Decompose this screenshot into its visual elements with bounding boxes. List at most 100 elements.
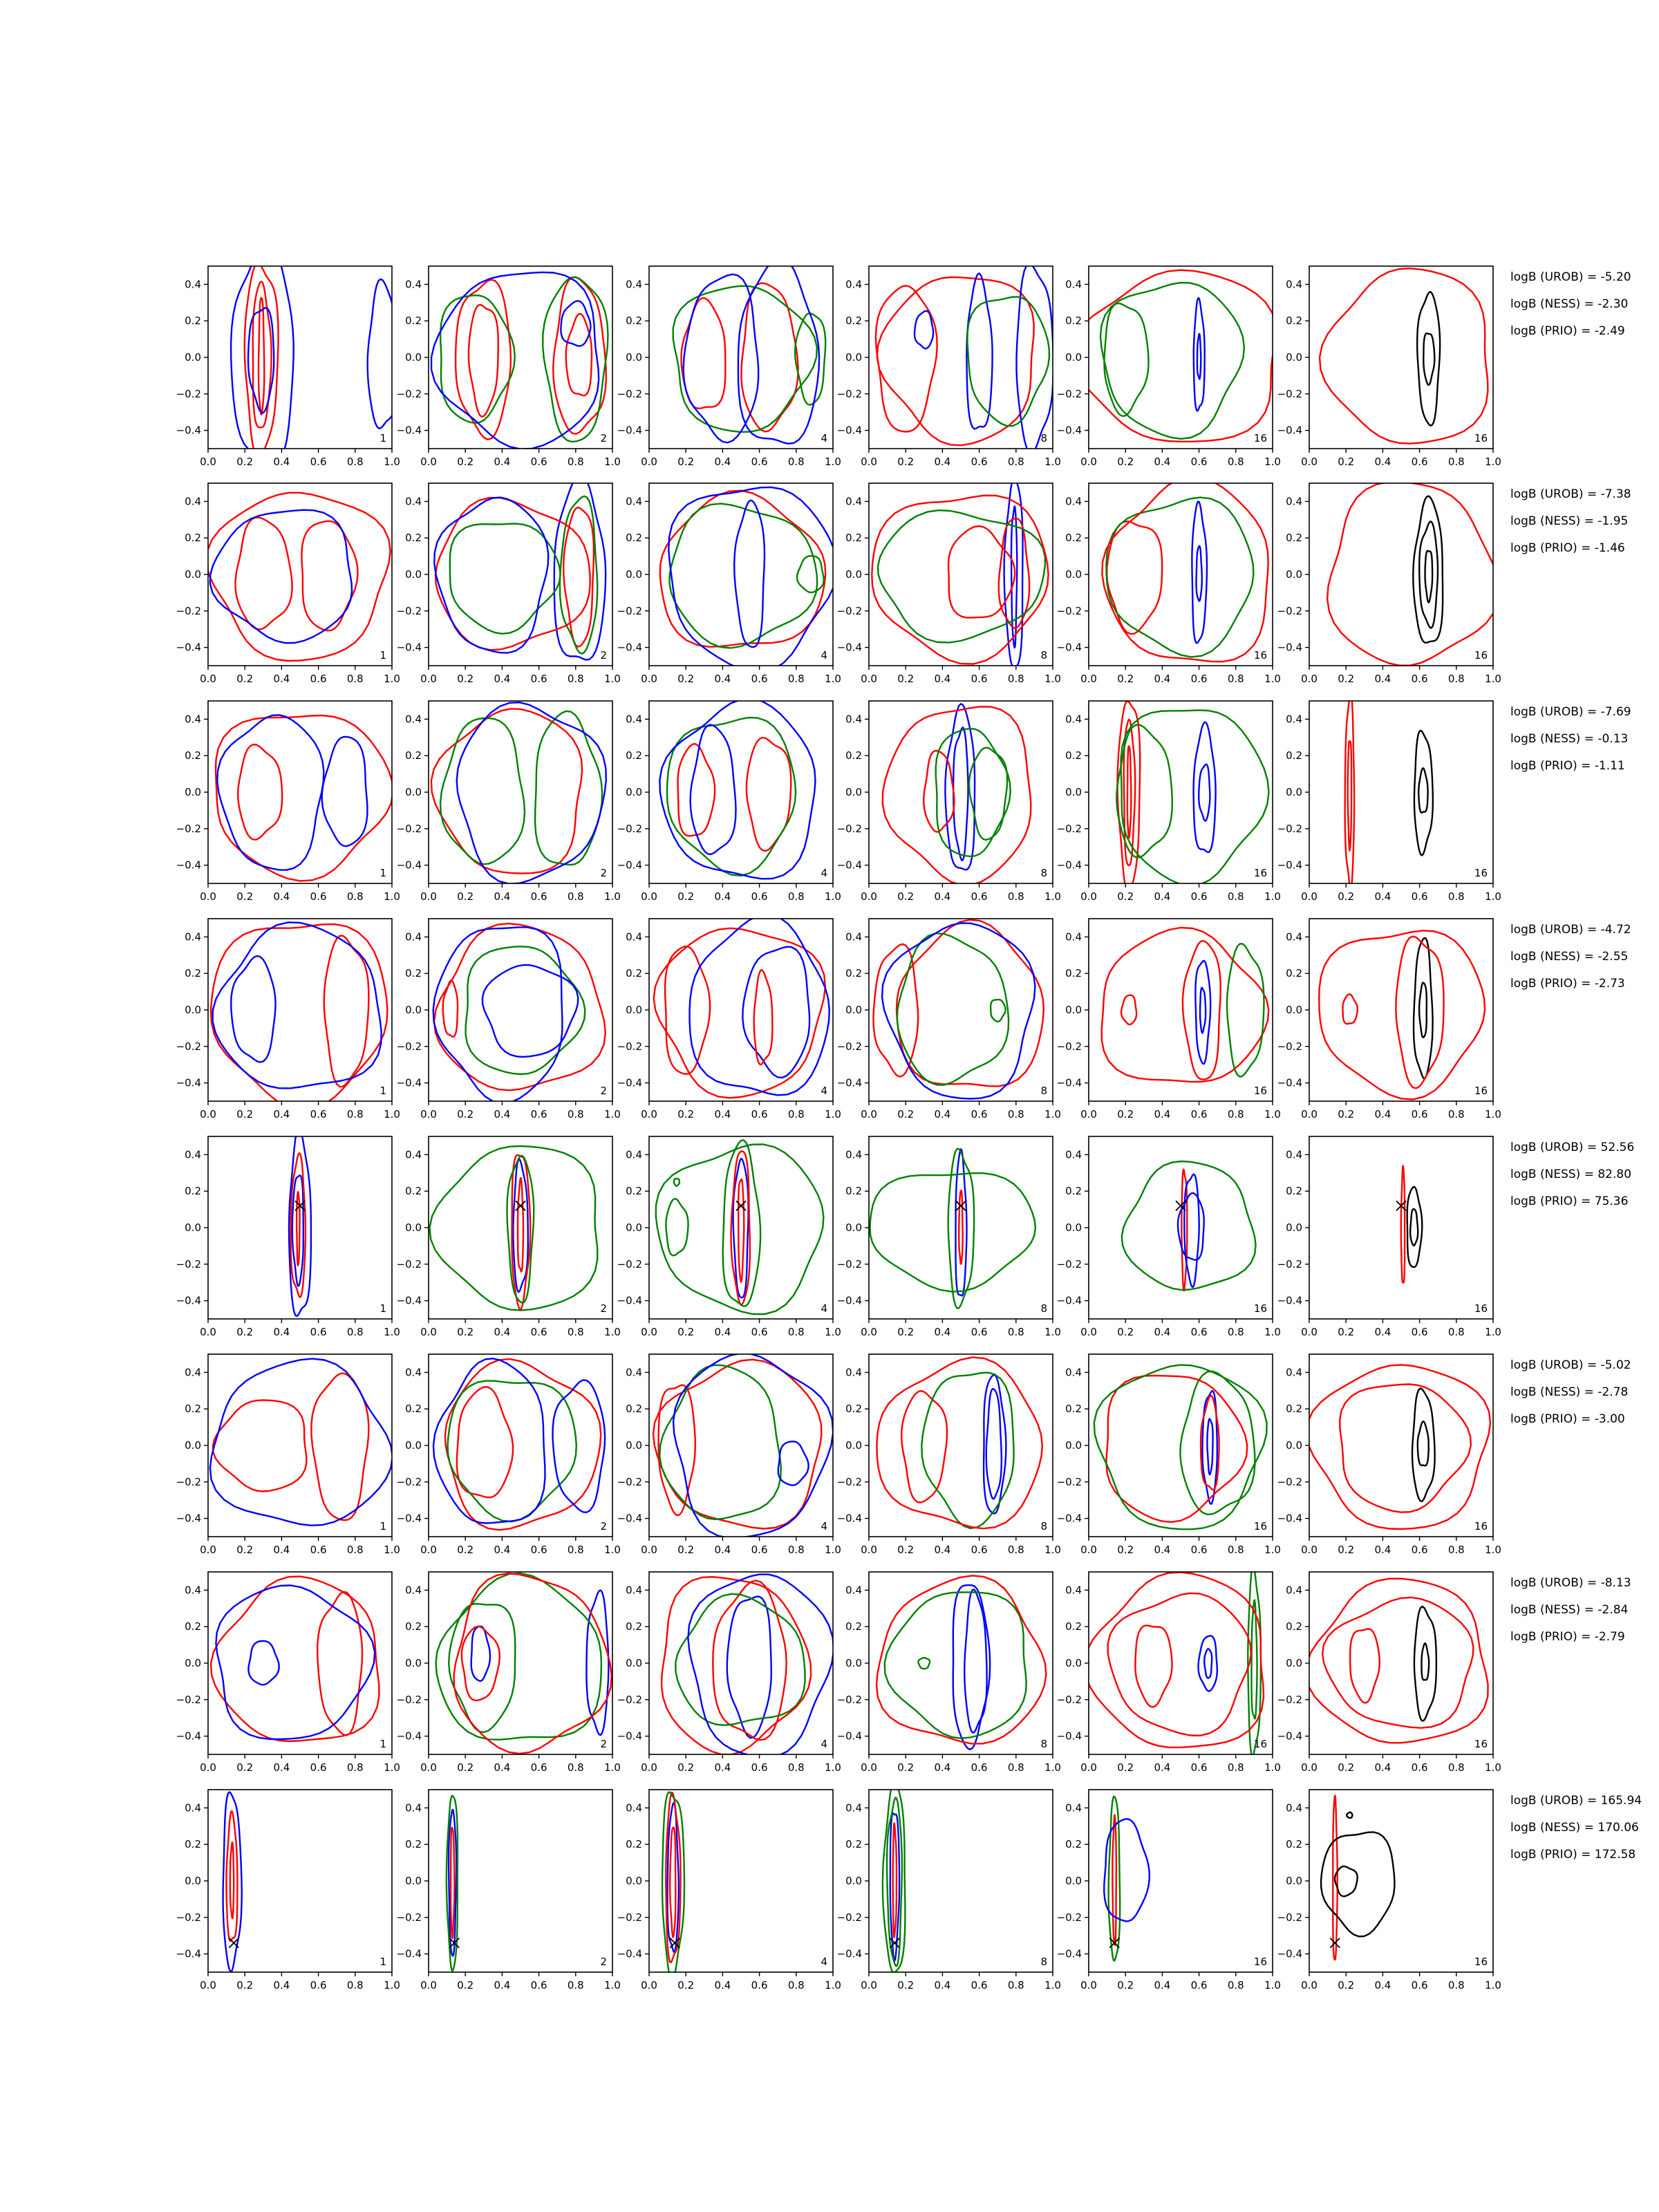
blue-contour: [1010, 505, 1018, 649]
y-tick-label: 0.2: [626, 532, 642, 544]
x-tick-label: 0.4: [1154, 456, 1170, 468]
x-tick-label: 0.8: [568, 1979, 584, 1991]
axes-frame: [868, 1353, 1053, 1537]
red-contour: [712, 1580, 787, 1741]
green-contour: [449, 523, 561, 635]
contour-group: [1344, 701, 1434, 883]
contour-group: [1326, 483, 1493, 666]
axes-frame: [207, 700, 393, 884]
green-contour: [1093, 1364, 1268, 1530]
red-contour: [1181, 1168, 1188, 1292]
blue-contour: [1199, 986, 1207, 1034]
green-contour: [666, 716, 797, 877]
blue-contour: [585, 1589, 610, 1736]
red-contour: [1120, 994, 1138, 1026]
panel-r5-c2: 0.0 0.2 0.4 0.6 0.8 1.0 −0.4 −0.2 0.0 0.2 0.4 2: [397, 1136, 621, 1338]
y-tick-label: 0.2: [405, 1620, 422, 1633]
blue-contour: [229, 266, 294, 449]
y-tick-label: 0.4: [405, 1584, 422, 1596]
red-contour: [958, 1190, 964, 1265]
green-contour: [506, 1154, 535, 1304]
x-tick-label: 0.8: [788, 890, 805, 903]
x-tick-label: 0.4: [1374, 1544, 1391, 1556]
x-tick-label: 0.4: [494, 456, 510, 468]
green-contour: [794, 312, 827, 406]
x-tick-label: 1.0: [1044, 456, 1061, 468]
axes-frame: [648, 700, 834, 884]
y-tick-label: 0.0: [1065, 1439, 1082, 1452]
y-tick-label: 0.4: [626, 930, 642, 943]
blue-contour: [1177, 1192, 1205, 1261]
x-tick-label: 1.0: [825, 1108, 841, 1121]
x-tick-label: 1.0: [1485, 1108, 1501, 1121]
x-tick-label: 0.8: [788, 1326, 805, 1338]
x-tick-label: 0.4: [714, 1108, 731, 1121]
contour-group: [209, 1358, 392, 1526]
panel-r3-c2: 0.0 0.2 0.4 0.6 0.8 1.0 −0.4 −0.2 0.0 0.2 0.4 2: [397, 700, 621, 903]
red-contour: [565, 312, 593, 397]
red-contour: [1332, 1794, 1338, 1961]
y-tick-label: 0.0: [845, 1004, 862, 1016]
green-contour: [1107, 1795, 1121, 1962]
x-tick-label: 1.0: [384, 1979, 400, 1991]
x-tick-label: 1.0: [1264, 1326, 1281, 1338]
x-tick-label: 0.6: [310, 1761, 327, 1774]
x-tick-label: 0.2: [897, 890, 914, 903]
y-tick-label: 0.4: [626, 278, 642, 290]
panel-r3-c6: 0.0 0.2 0.4 0.6 0.8 1.0 −0.4 −0.2 0.0 0.2 0.4 16: [1277, 700, 1501, 903]
x-tick-label: 0.2: [677, 1326, 694, 1338]
y-tick-label: 0.4: [405, 278, 422, 290]
x-tick-label: 1.0: [1485, 456, 1501, 468]
red-contour: [892, 1822, 898, 1938]
red-contour: [881, 706, 1032, 883]
panel-r8-c6: 0.0 0.2 0.4 0.6 0.8 1.0 −0.4 −0.2 0.0 0.2 0.4 16: [1277, 1789, 1501, 1991]
x-tick-label: 0.8: [347, 456, 364, 468]
x-tick-label: 1.0: [604, 1979, 621, 1991]
y-tick-label: −0.2: [176, 1694, 201, 1706]
blue-contour: [742, 946, 811, 1079]
x-tick-label: 0.8: [1228, 1544, 1244, 1556]
y-tick-label: −0.4: [837, 424, 862, 437]
x-tick-label: 0.0: [1301, 456, 1318, 468]
y-tick-label: 0.2: [845, 1185, 862, 1197]
panel-r6-c4: 0.0 0.2 0.4 0.6 0.8 1.0 −0.4 −0.2 0.0 0.2 0.4 8: [837, 1353, 1061, 1556]
x-tick-label: 0.2: [457, 1544, 474, 1556]
y-tick-label: 0.0: [405, 1439, 422, 1452]
x-tick-label: 0.4: [273, 1108, 290, 1121]
x-tick-label: 0.6: [1412, 890, 1428, 903]
x-tick-label: 0.4: [934, 456, 950, 468]
x-tick-label: 0.0: [200, 1761, 216, 1774]
green-contour: [1105, 496, 1255, 658]
panel-corner-label: 1: [379, 1738, 386, 1750]
y-tick-label: 0.0: [845, 1221, 862, 1234]
blue-contour: [1192, 721, 1217, 853]
contour-group: [432, 922, 606, 1101]
x-tick-label: 0.0: [1301, 1979, 1318, 1991]
green-contour: [439, 717, 526, 865]
panel-r5-c1: 0.0 0.2 0.4 0.6 0.8 1.0 −0.4 −0.2 0.0 0.2 0.4 1: [176, 1136, 400, 1338]
blue-contour: [247, 307, 275, 414]
x-tick-label: 0.2: [897, 673, 914, 685]
panel-r2-c4: 0.0 0.2 0.4 0.6 0.8 1.0 −0.4 −0.2 0.0 0.2 0.4 8: [837, 482, 1061, 685]
y-tick-label: 0.0: [185, 1221, 201, 1234]
contour-group: [288, 1136, 312, 1318]
x-tick-label: 0.6: [531, 1979, 547, 1991]
x-tick-label: 1.0: [1485, 890, 1501, 903]
blue-contour: [432, 1358, 546, 1524]
x-tick-label: 0.2: [1338, 890, 1354, 903]
red-contour: [1309, 1577, 1489, 1744]
red-contour: [1106, 521, 1163, 635]
y-tick-label: 0.0: [405, 568, 422, 581]
y-tick-label: −0.4: [397, 641, 422, 654]
panel-r2-c6: 0.0 0.2 0.4 0.6 0.8 1.0 −0.4 −0.2 0.0 0.2 0.4 16: [1277, 482, 1501, 685]
panel-corner-label: 16: [1474, 1738, 1488, 1750]
y-tick-label: 0.0: [626, 1221, 642, 1234]
x-tick-label: 0.6: [1191, 1761, 1208, 1774]
y-tick-label: −0.2: [397, 1911, 422, 1924]
x-tick-label: 1.0: [1264, 673, 1281, 685]
panel-corner-label: 4: [821, 649, 827, 662]
y-tick-label: 0.4: [185, 930, 201, 943]
x-tick-label: 0.0: [1301, 1544, 1318, 1556]
logb-label: logB (PRIO) = -1.11: [1510, 759, 1625, 773]
x-tick-label: 0.4: [934, 1326, 950, 1338]
